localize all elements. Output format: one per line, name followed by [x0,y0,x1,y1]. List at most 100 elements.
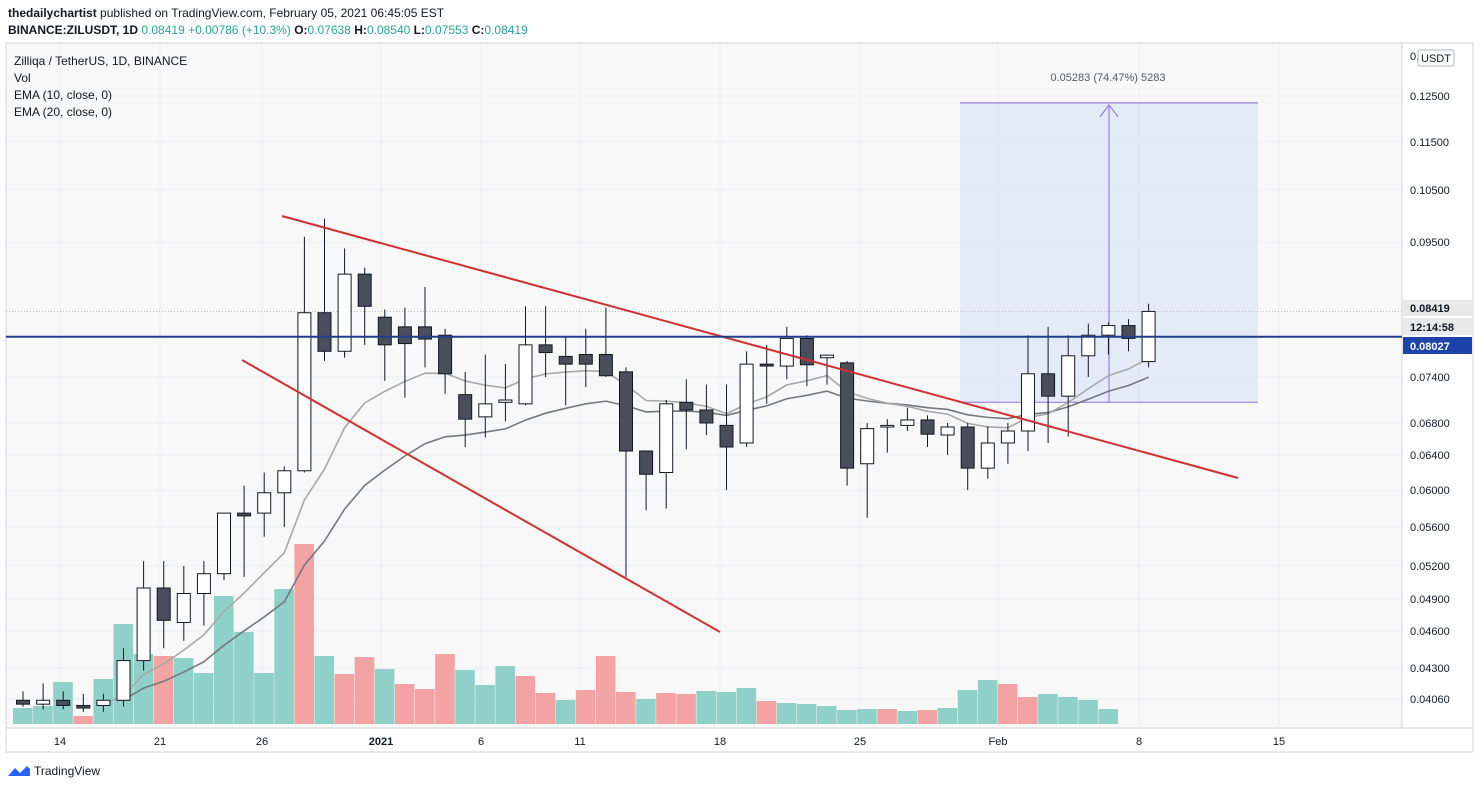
candle-body [277,470,292,494]
candle-body [860,428,875,465]
x-tick-label: 8 [1136,736,1142,748]
volume-bar [857,709,877,724]
candle-body [16,699,30,705]
candle-body [639,450,654,475]
volume-bar [73,716,93,724]
volume-bar [696,691,716,724]
volume-bar [193,673,214,724]
level-price-tag-text: 0.08027 [1410,341,1450,353]
author-name: thedailychartist [8,6,97,20]
y-tick-label: 0.10500 [1410,185,1450,197]
y-tick-label: 0.05200 [1410,561,1450,573]
y-tick-label: 0.04300 [1410,663,1450,675]
y-tick-label: 0.06000 [1410,485,1450,497]
volume-bar [716,692,737,724]
candle-body [739,363,754,444]
currency-label: USDT [1421,53,1451,65]
volume-bar [1098,709,1118,724]
y-tick-label: 0.05600 [1410,522,1450,534]
y-tick-label: 0.06400 [1410,450,1450,462]
volume-bar [917,710,938,724]
candle-body [196,573,211,595]
volume-bar [495,666,515,724]
volume-bar [334,674,355,724]
legend-ema10[interactable]: EMA (10, close, 0) [14,88,113,102]
candle-body [257,492,272,514]
candle-body [156,587,171,621]
time-axis [5,727,1474,753]
candle-body [940,426,955,436]
candle-body [980,442,995,469]
publish-line: thedailychartist published on TradingVie… [8,6,444,20]
last-price-tag [1403,300,1472,316]
x-tick-label: 26 [256,736,268,748]
candle-body [1041,373,1056,397]
candle-body [840,362,855,469]
candle-body [478,403,493,418]
candle-body [377,316,392,346]
candle-body [1021,373,1035,432]
volume-bar [616,692,636,724]
measure-label: 0.05283 (74.47%) 5283 [1051,72,1166,84]
volume-bar [977,680,998,724]
candle-body [699,409,714,424]
volume-bar [636,699,656,724]
candle-body [1061,355,1076,397]
candle-body [659,403,674,474]
volume-bar [877,709,897,724]
volume-bar [13,708,33,724]
candle-body [880,424,895,428]
candle-body [1121,325,1136,339]
brand-name: TradingView [34,764,101,778]
candle-body [619,371,633,452]
volume-bar [937,708,958,724]
legend-symbol[interactable]: Zilliqa / TetherUS, 1D, BINANCE [14,54,188,68]
volume-bar [776,703,797,724]
candle-body [136,587,151,662]
x-tick-label: 18 [714,736,726,748]
open-value: 0.07638 [307,23,351,37]
volume-bar [656,693,676,724]
low-label: L: [413,23,425,37]
volume-bar [796,704,817,724]
volume-bar [254,673,274,724]
volume-bar [274,589,294,724]
candle-body [538,344,553,354]
candle-body [397,326,412,345]
x-tick-label: 11 [574,736,585,748]
legend-volume[interactable]: Vol [14,71,31,85]
candle-body [578,354,593,365]
candle-body [438,334,453,375]
open-label: O: [294,23,308,37]
volume-bar [394,684,415,724]
x-tick-label: 6 [478,736,484,748]
y-tick-label: 0.04900 [1410,594,1450,606]
x-tick-label: 21 [154,736,166,748]
y-tick-label: 0.04060 [1410,694,1450,706]
currency-badge [1417,49,1455,67]
legend-ema20[interactable]: EMA (20, close, 0) [14,105,113,119]
volume-bar [475,685,495,724]
volume-bar [294,544,314,724]
volume-bar [1078,700,1098,724]
volume-bar [736,688,757,724]
y-tick-label: 0.11500 [1410,137,1449,149]
published-text: published on TradingView.com, February 0… [100,6,445,20]
volume-bar [676,694,696,724]
symbol-line: BINANCE:ZILUSDT, 1D [8,23,139,37]
volume-bar [435,654,455,724]
level-price-tag [1403,337,1472,354]
y-tick-label: 0.07400 [1410,372,1450,384]
y-tick-label: 0.04600 [1410,626,1450,638]
x-tick-label: 14 [54,736,66,748]
measure-arrow-head [1099,103,1119,118]
candle-body [900,419,915,426]
chart-legend: Zilliqa / TetherUS, 1D, BINANCE Vol EMA … [14,53,187,121]
high-label: H: [354,23,367,37]
footer-branding[interactable]: TradingView [8,764,100,778]
volume-bar [354,657,375,724]
volume-bar [575,690,596,724]
trendline-lower [241,359,721,633]
candle-body [317,312,332,352]
